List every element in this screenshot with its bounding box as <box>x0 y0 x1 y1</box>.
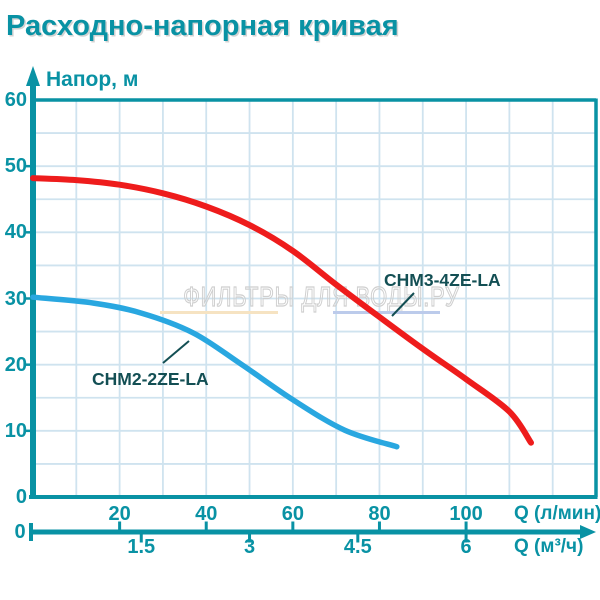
callout-line-chm2 <box>162 340 190 364</box>
watermark-underline-left <box>160 311 278 314</box>
callout-line-chm3 <box>391 292 415 317</box>
x-axis-unit-m3h: Q (м³/ч) <box>514 536 584 557</box>
curve-chm3-4ze-la <box>30 175 534 446</box>
watermark-text: ФИЛЬТРЫ ДЛЯ ВОДЫ.РУ <box>183 280 460 312</box>
x-axis-unit-lmin: Q (л/мин) <box>514 503 600 524</box>
curve-chm2-2ze-la <box>30 294 400 450</box>
chart-title: Расходно-напорная кривая <box>6 10 399 42</box>
y-axis-label: Напор, м <box>46 68 139 91</box>
series-label-chm3-4ze-la: CHM3-4ZE-LA <box>384 270 501 290</box>
watermark-underline-right <box>333 311 440 314</box>
ruler-arrowhead <box>580 525 596 539</box>
series-label-chm2-2ze-la: CHM2-2ZE-LA <box>92 369 209 389</box>
y-axis-arrowhead <box>26 66 40 86</box>
